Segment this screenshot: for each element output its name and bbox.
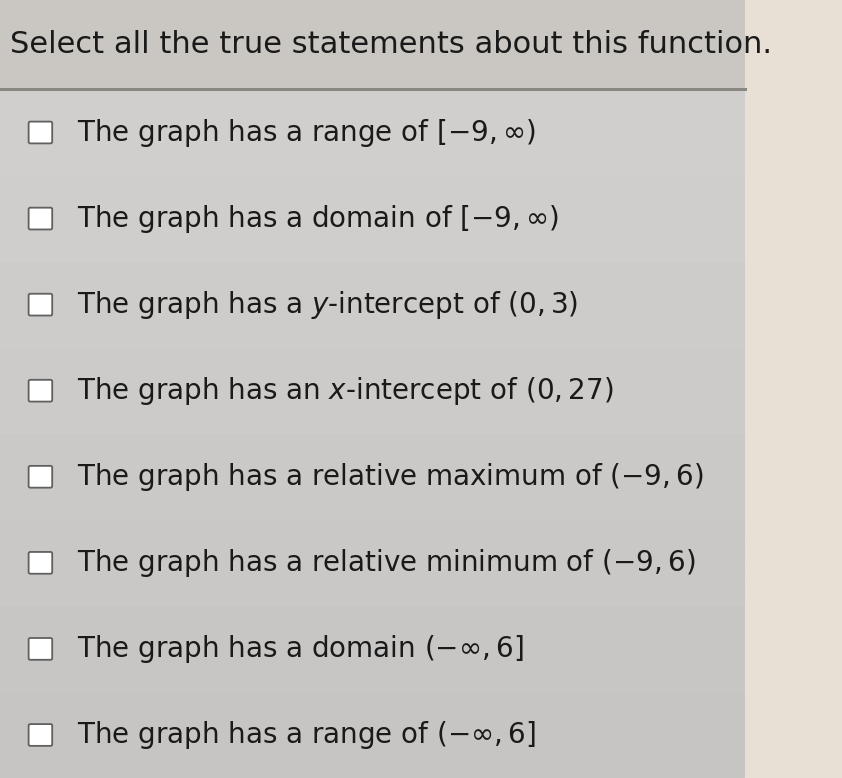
FancyBboxPatch shape xyxy=(0,606,745,692)
FancyBboxPatch shape xyxy=(0,0,745,89)
FancyBboxPatch shape xyxy=(0,0,745,778)
FancyBboxPatch shape xyxy=(29,552,52,573)
Text: The graph has a domain of $[-9, \infty)$: The graph has a domain of $[-9, \infty)$ xyxy=(77,202,560,235)
FancyBboxPatch shape xyxy=(29,724,52,746)
Text: The graph has a relative maximum of $(-9, 6)$: The graph has a relative maximum of $(-9… xyxy=(77,461,704,492)
Text: The graph has a range of $[-9, \infty)$: The graph has a range of $[-9, \infty)$ xyxy=(77,117,536,149)
FancyBboxPatch shape xyxy=(0,176,745,261)
FancyBboxPatch shape xyxy=(0,434,745,520)
FancyBboxPatch shape xyxy=(29,208,52,230)
FancyBboxPatch shape xyxy=(29,294,52,316)
FancyBboxPatch shape xyxy=(745,0,842,778)
Text: The graph has a $y$-intercept of $(0, 3)$: The graph has a $y$-intercept of $(0, 3)… xyxy=(77,289,578,321)
FancyBboxPatch shape xyxy=(29,380,52,401)
Text: Select all the true statements about this function.: Select all the true statements about thi… xyxy=(10,30,772,59)
FancyBboxPatch shape xyxy=(0,692,745,778)
Text: The graph has a relative minimum of $(-9, 6)$: The graph has a relative minimum of $(-9… xyxy=(77,547,696,579)
FancyBboxPatch shape xyxy=(0,261,745,348)
FancyBboxPatch shape xyxy=(0,348,745,434)
FancyBboxPatch shape xyxy=(0,520,745,606)
FancyBboxPatch shape xyxy=(29,466,52,488)
Text: The graph has an $x$-intercept of $(0, 27)$: The graph has an $x$-intercept of $(0, 2… xyxy=(77,375,614,407)
Text: The graph has a domain $(-\infty, 6]$: The graph has a domain $(-\infty, 6]$ xyxy=(77,633,524,665)
FancyBboxPatch shape xyxy=(29,121,52,143)
Text: The graph has a range of $(-\infty, 6]$: The graph has a range of $(-\infty, 6]$ xyxy=(77,719,536,751)
FancyBboxPatch shape xyxy=(29,638,52,660)
FancyBboxPatch shape xyxy=(0,89,745,176)
